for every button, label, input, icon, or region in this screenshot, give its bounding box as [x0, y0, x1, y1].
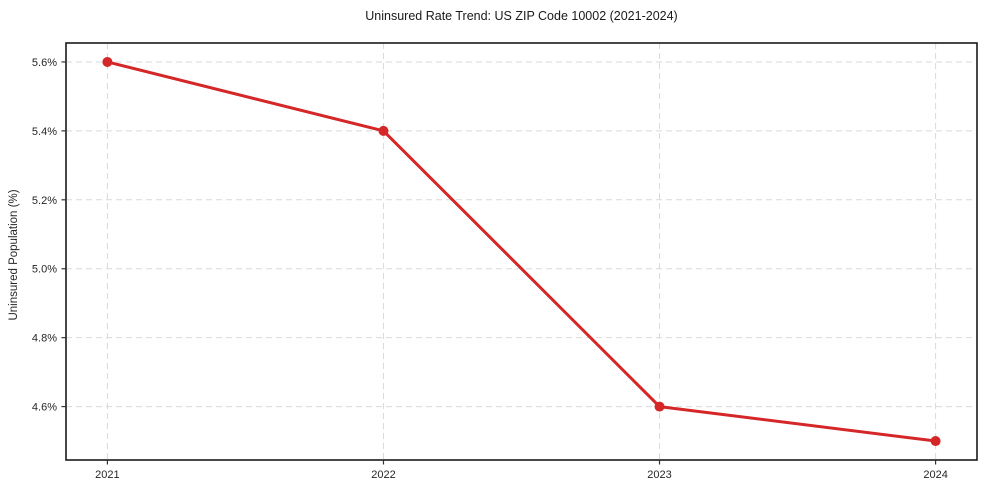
x-tick-label: 2023 — [647, 469, 671, 481]
y-tick-label: 4.6% — [32, 402, 57, 414]
trend-line — [105, 60, 938, 443]
x-tick-label: 2021 — [95, 469, 119, 481]
plot-frame — [65, 42, 978, 461]
y-tick-label: 5.0% — [32, 264, 57, 276]
y-tick-label: 5.2% — [32, 195, 57, 207]
data-point-2024 — [930, 436, 941, 447]
data-point-2022 — [378, 125, 389, 136]
data-point-2023 — [654, 401, 665, 412]
x-tick-label: 2022 — [371, 469, 395, 481]
y-tick-label: 5.6% — [32, 57, 57, 69]
x-tick-label: 2024 — [923, 469, 947, 481]
chart-title: Uninsured Rate Trend: US ZIP Code 10002 … — [365, 9, 678, 23]
y-tick-label: 5.4% — [32, 126, 57, 138]
data-point-2021 — [102, 56, 113, 67]
y-tick-label: 4.8% — [32, 333, 57, 345]
